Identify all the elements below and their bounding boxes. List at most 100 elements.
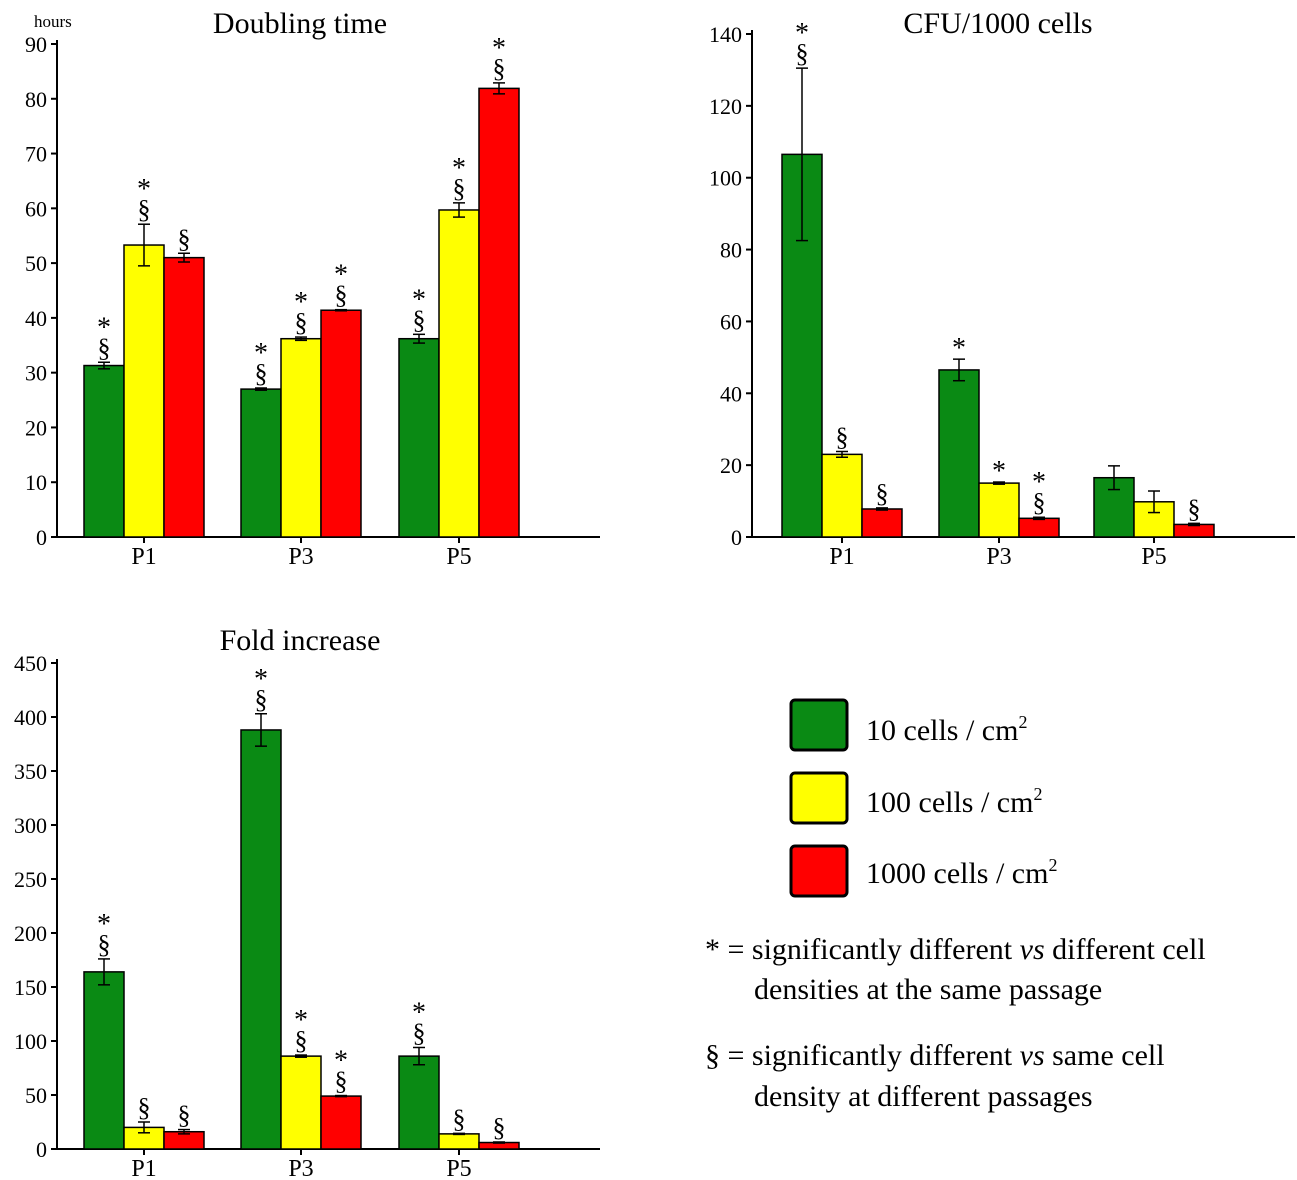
- bar: [240, 729, 282, 1150]
- y-tick-label: 0: [36, 1137, 47, 1162]
- bar: [398, 1055, 440, 1150]
- legend-item: 1000 cells / cm2: [789, 844, 1057, 898]
- y-tick-label: 20: [720, 453, 742, 478]
- bar: [1018, 517, 1060, 538]
- y-tick-label: 120: [709, 94, 742, 119]
- y-tick-label: 400: [14, 705, 47, 730]
- significance-mark: §: [1033, 488, 1046, 517]
- significance-mark: *: [254, 338, 268, 369]
- cfu-chart: CFU/1000 cells020406080100120140P1§*§§P3…: [709, 7, 1295, 570]
- y-tick-label: 300: [14, 813, 47, 838]
- significance-mark: *: [97, 909, 111, 940]
- significance-mark: §: [178, 224, 191, 253]
- bar: [1173, 523, 1215, 538]
- fold-increase-chart: Fold increase 0 50 100 150 200 250 300 350 400 450…: [14, 624, 600, 1180]
- legend-label: 100 cells / cm2: [866, 784, 1042, 819]
- significance-mark: §: [836, 422, 849, 451]
- significance-mark: §: [295, 308, 308, 337]
- significance-mark: §: [255, 359, 268, 388]
- bar: [83, 971, 125, 1150]
- significance-note-section-line2: density at different passages: [754, 1080, 1093, 1113]
- y-tick-label: 0: [36, 525, 47, 550]
- significance-mark: §: [413, 1018, 426, 1047]
- y-tick-label: 70: [25, 142, 47, 167]
- significance-mark: §: [413, 305, 426, 334]
- significance-mark: §: [493, 1113, 506, 1142]
- significance-mark: *: [452, 153, 466, 184]
- bar: [978, 482, 1020, 538]
- x-tick-label: P5: [446, 544, 471, 570]
- significance-note-star-line2: densities at the same passage: [754, 973, 1102, 1006]
- significance-mark: *: [412, 284, 426, 315]
- y-tick-label: 10: [25, 470, 47, 495]
- x-tick-label: P5: [1141, 544, 1166, 570]
- chart-title: CFU/1000 cells: [903, 7, 1092, 40]
- significance-mark: §: [493, 54, 506, 83]
- legend-item: 10 cells / cm2: [789, 698, 1027, 752]
- significance-mark: *: [294, 287, 308, 318]
- bar: [240, 388, 282, 538]
- bar: [478, 87, 520, 538]
- y-tick-label: 150: [14, 975, 47, 1000]
- bar: [280, 337, 322, 538]
- significance-mark: §: [1188, 494, 1201, 523]
- x-tick-label: P5: [446, 1156, 471, 1180]
- y-tick-label: 0: [731, 525, 742, 550]
- legend-swatch: [789, 698, 849, 752]
- significance-note-section: § = significantly different vs same cell: [705, 1039, 1165, 1072]
- y-tick-label: 40: [720, 381, 742, 406]
- significance-mark: §: [255, 685, 268, 714]
- significance-mark: §: [98, 930, 111, 959]
- y-tick-label: 90: [25, 32, 47, 57]
- significance-mark: *: [412, 997, 426, 1028]
- y-tick-label: 60: [720, 309, 742, 334]
- x-tick-label: P1: [131, 544, 156, 570]
- y-tick-label: 80: [25, 87, 47, 112]
- y-tick-label: 20: [25, 415, 47, 440]
- bar: [123, 244, 165, 538]
- y-tick-label: 350: [14, 759, 47, 784]
- significance-mark: §: [138, 1093, 151, 1122]
- bar: [438, 209, 480, 538]
- bar: [861, 508, 903, 538]
- significance-mark: *: [1032, 467, 1046, 498]
- significance-mark: §: [796, 39, 809, 68]
- y-tick-label: 140: [709, 22, 742, 47]
- legend: 10 cells / cm2 100 cells / cm2 1000 cell…: [705, 698, 1206, 1113]
- x-tick-label: P3: [986, 544, 1011, 570]
- bar: [938, 369, 980, 538]
- significance-mark: *: [795, 18, 809, 49]
- bar: [821, 453, 863, 538]
- x-tick-label: P3: [288, 1156, 313, 1180]
- significance-mark: *: [97, 312, 111, 343]
- significance-mark: *: [992, 456, 1006, 487]
- significance-mark: *: [294, 1005, 308, 1036]
- bar: [398, 337, 440, 538]
- significance-mark: §: [98, 333, 111, 362]
- y-tick-label: 60: [25, 196, 47, 221]
- y-tick-label: 100: [709, 166, 742, 191]
- legend-label: 10 cells / cm2: [866, 712, 1027, 747]
- significance-mark: §: [335, 281, 348, 310]
- legend-swatch: [789, 844, 849, 898]
- y-tick-label: 100: [14, 1029, 47, 1054]
- legend-item: 100 cells / cm2: [789, 771, 1042, 825]
- chart-title: Doubling time: [213, 7, 387, 40]
- significance-mark: §: [138, 195, 151, 224]
- bar: [320, 309, 362, 538]
- significance-mark: §: [178, 1101, 191, 1130]
- y-tick-label: 50: [25, 251, 47, 276]
- legend-label: 1000 cells / cm2: [866, 855, 1057, 890]
- significance-mark: *: [334, 1046, 348, 1077]
- significance-mark: §: [453, 1104, 466, 1133]
- y-tick-label: 30: [25, 361, 47, 386]
- chart-title: Fold increase: [220, 624, 381, 657]
- bar: [320, 1095, 362, 1150]
- x-tick-label: P1: [131, 1156, 156, 1180]
- y-tick-label: 450: [14, 651, 47, 676]
- doubling-time-chart: Doubling time hours 0 10 20 30 40 50 60 70 80 90 P1 §…: [25, 7, 600, 570]
- bar: [163, 256, 205, 538]
- significance-mark: *: [137, 174, 151, 205]
- significance-mark: *: [254, 664, 268, 695]
- significance-mark: *: [334, 260, 348, 291]
